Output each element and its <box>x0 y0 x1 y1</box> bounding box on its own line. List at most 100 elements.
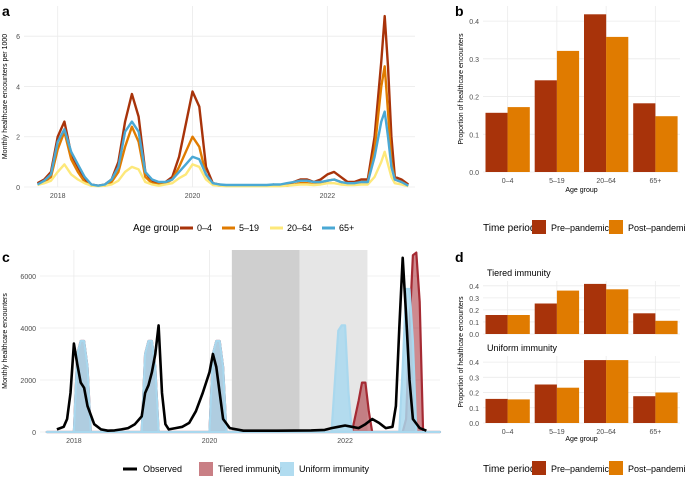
panel-d-facet-1-ytick-label: 0.4 <box>469 284 479 291</box>
panel-d-facet-1-bar <box>584 283 607 334</box>
panel-b-ytick-label: 0.2 <box>469 95 479 102</box>
legend-age-group-title: Age group <box>133 223 180 234</box>
panel-b-xtick-label: 65+ <box>649 178 661 185</box>
legend-scenarios: Observed Tiered immunity Uniform immunit… <box>123 462 370 476</box>
panel-b-ylabel: Proportion of healthcare encounters <box>458 33 465 145</box>
panel-d-facet-1-bar <box>655 320 678 335</box>
panel-d-facet-2-bar <box>556 387 580 423</box>
panel-b-xtick-label: 20–64 <box>596 178 616 185</box>
panel-a-xtick-label: 2022 <box>320 193 336 200</box>
legend-c-swatch-tiered <box>199 462 213 476</box>
panel-b-bar-chart: 0.0 0.1 0.2 0.3 0.4 0–4 5–19 20–64 65+ Age group P… <box>458 6 680 194</box>
panel-b-ytick-label: 0.4 <box>469 19 479 26</box>
panel-c-area-chart: 0 2000 4000 6000 2018 2020 2022 Monthly healthc… <box>2 250 442 445</box>
legend-label-65-plus: 65+ <box>339 223 354 233</box>
legend-label-20-64: 20–64 <box>287 223 312 233</box>
panel-d-facet-2-xtick-label: 65+ <box>649 429 661 436</box>
panel-d-facet-2-ytick-label: 0.0 <box>469 421 479 428</box>
panel-d-xlabel: Age group <box>565 436 597 443</box>
panel-d-facet-2-bar <box>534 384 557 423</box>
panel-d-facet-2-ytick-label: 0.1 <box>469 406 479 413</box>
panel-d-facet-2-bar <box>606 360 629 423</box>
panel-c-xtick-label: 2020 <box>202 438 218 445</box>
panel-b-xtick-label: 5–19 <box>549 178 565 185</box>
panel-a-ylabel: Monthly healthcare encounters per 1000 <box>2 34 9 159</box>
panel-a-xtick-label: 2018 <box>50 193 66 200</box>
panel-label-a: a <box>2 3 10 19</box>
panel-c-xtick-label: 2022 <box>337 438 353 445</box>
panel-b-bar <box>606 36 629 173</box>
panel-b-xlabel: Age group <box>565 187 597 194</box>
panel-label-d: d <box>455 249 464 265</box>
legend-b-swatch-post <box>609 220 623 234</box>
panel-d-facet-1-bar <box>534 303 557 334</box>
panel-b-bar <box>633 103 656 172</box>
panel-b-ytick-label: 0.3 <box>469 57 479 64</box>
panel-d-facet-2-xtick-label: 5–19 <box>549 429 565 436</box>
legend-b-label-post: Post–pandemic <box>628 223 685 233</box>
legend-c-swatch-uniform <box>280 462 294 476</box>
panel-d-facet-2-bar <box>507 399 530 423</box>
panel-d-facet-title: Uniform immunity <box>487 343 558 353</box>
panel-b-ytick-label: 0.0 <box>469 170 479 177</box>
legend-age-group: Age group 0–4 5–19 20–64 65+ <box>133 223 354 234</box>
panel-d-facet-2-xtick-label: 0–4 <box>502 429 514 436</box>
panel-d-facet-2-ytick-label: 0.3 <box>469 375 479 382</box>
legend-b-label-pre: Pre–pandemic <box>551 223 610 233</box>
panel-b-bar <box>556 50 580 172</box>
panel-b-bar <box>534 80 557 172</box>
panel-c-ytick-label: 4000 <box>20 326 36 333</box>
legend-c-label-tiered: Tiered immunity <box>218 464 282 474</box>
panel-b-bar <box>485 112 508 172</box>
legend-b-title: Time period <box>483 223 535 234</box>
legend-b-swatch-pre <box>532 220 546 234</box>
legend-d-label-pre: Pre–pandemic <box>551 464 610 474</box>
panel-d-facet-1-ytick-label: 0.3 <box>469 296 479 303</box>
panel-b-xtick-label: 0–4 <box>502 178 514 185</box>
panel-a-ytick-label: 6 <box>16 34 20 41</box>
panel-d-bar-charts: Tiered immunity 0.0 0.1 0.2 0.3 0.4 Uniform im… <box>458 268 680 443</box>
panel-d-facet-2-bar <box>655 392 678 423</box>
panel-a-xtick-label: 2020 <box>185 193 201 200</box>
panel-d-facet-1-ytick-label: 0.2 <box>469 308 479 315</box>
legend-c-label-uniform: Uniform immunity <box>299 464 370 474</box>
panel-c-observed-line <box>56 256 427 433</box>
panel-d-facet-1-ytick-label: 0.0 <box>469 332 479 339</box>
panel-c-ytick-label: 0 <box>32 430 36 437</box>
panel-label-b: b <box>455 3 464 19</box>
panel-d-facet-1-bar <box>556 290 580 334</box>
panel-b-bar <box>655 116 678 172</box>
panel-a-series-line <box>36 110 409 187</box>
legend-d-title: Time period <box>483 464 535 475</box>
legend-d-label-post: Post–pandemic <box>628 464 685 474</box>
panel-d-facet-2-xtick-label: 20–64 <box>596 429 616 436</box>
panel-d-facet-2-ytick-label: 0.4 <box>469 360 479 367</box>
panel-c-xtick-label: 2018 <box>66 438 82 445</box>
panel-a-ytick-label: 4 <box>16 84 20 91</box>
legend-label-5-19: 5–19 <box>239 223 259 233</box>
legend-d-swatch-post <box>609 461 623 475</box>
panel-d-facet-1-bar <box>606 289 629 334</box>
panel-d-facet-2-ytick-label: 0.2 <box>469 391 479 398</box>
panel-b-ytick-label: 0.1 <box>469 132 479 139</box>
panel-b-bar <box>584 14 607 172</box>
legend-label-0-4: 0–4 <box>197 223 212 233</box>
panel-label-c: c <box>2 249 10 265</box>
panel-d-facet-1-bar <box>507 315 530 334</box>
panel-c-shaded-period <box>231 250 300 432</box>
panel-d-facet-1-bar <box>485 315 508 334</box>
panel-d-facet-2-bar <box>584 360 607 423</box>
legend-d-swatch-pre <box>532 461 546 475</box>
legend-time-period-d: Time period Pre–pandemic Post–pandemic <box>483 461 685 475</box>
panel-d-facet-2-bar <box>485 398 508 423</box>
panel-d-ylabel: Proportion of healthcare encounters <box>458 296 465 408</box>
panel-b-bar <box>507 107 530 172</box>
panel-d-facet-1-ytick-label: 0.1 <box>469 320 479 327</box>
panel-d-facet-2-bar <box>633 396 656 423</box>
panel-a-line-chart: 0 2 4 6 2018 2020 2022 Monthly healthcare encou… <box>2 6 415 200</box>
panel-a-plot-area <box>24 6 415 187</box>
panel-c-ytick-label: 6000 <box>20 274 36 281</box>
panel-a-ytick-label: 2 <box>16 135 20 142</box>
panel-a-ytick-label: 0 <box>16 185 20 192</box>
